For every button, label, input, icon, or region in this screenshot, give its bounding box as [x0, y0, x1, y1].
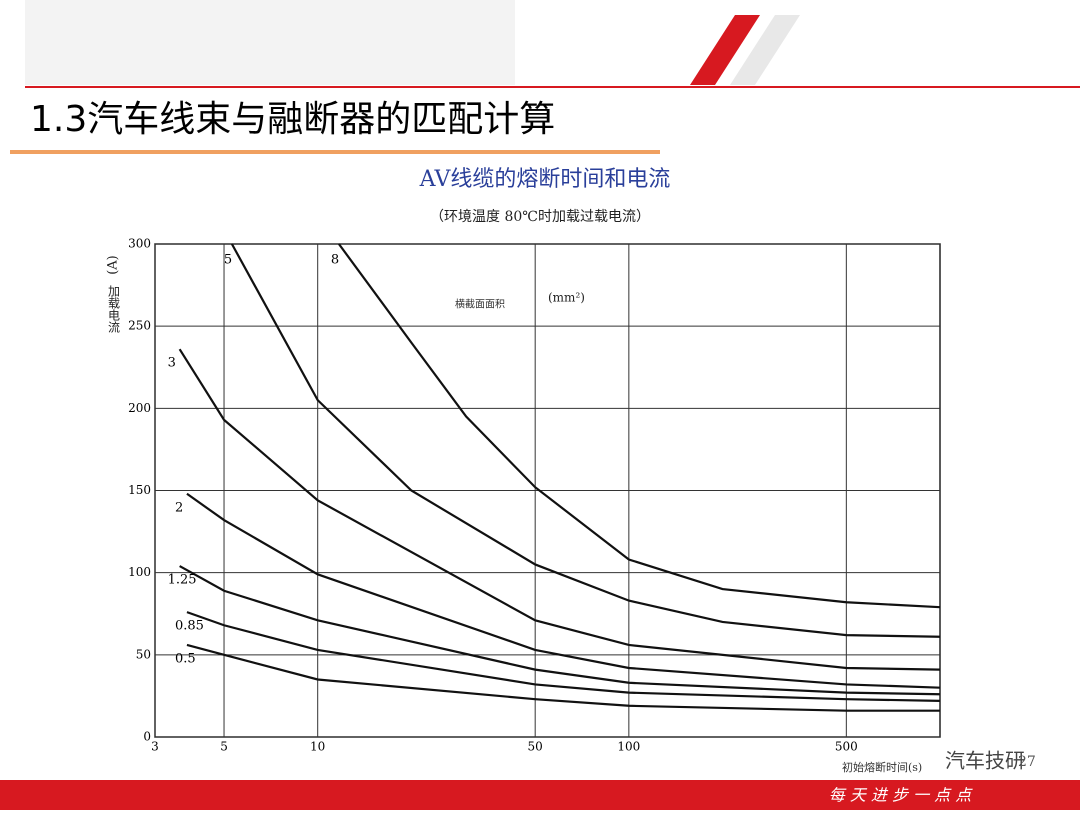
series-label: 3 [168, 356, 176, 371]
curve [338, 243, 941, 609]
series-label: 0.85 [175, 619, 204, 634]
curve [179, 565, 941, 696]
y-unit: (A) [106, 255, 121, 275]
chart-subtitle: （环境温度 80℃时加载过载电流） [430, 209, 650, 225]
x-tick-label: 5 [220, 740, 228, 754]
footer-bar [0, 780, 1080, 810]
annotation: 横截面面积 [455, 298, 505, 311]
curve [230, 243, 941, 638]
x-tick-label: 500 [835, 740, 858, 754]
x-tick-label: 10 [310, 740, 325, 754]
y-tick-label: 200 [128, 401, 151, 415]
x-tick-label: 100 [617, 740, 640, 754]
curve [186, 611, 941, 702]
y-tick-label: 300 [128, 237, 151, 251]
series-label: 1.25 [168, 573, 197, 588]
curve [186, 643, 940, 712]
y-tick-label: 0 [143, 730, 151, 744]
chart-title: AV线缆的熔断时间和电流 [419, 167, 671, 192]
annotation-unit: (mm²) [548, 291, 585, 305]
slide-title: 1.3汽车线束与融断器的匹配计算 [30, 99, 555, 140]
watermark: 汽车技研 [945, 749, 1025, 773]
footer-text: 每 天 进 步 一 点 点 [829, 786, 974, 805]
stripe [730, 15, 800, 85]
y-axis-label: 加载电流 [107, 285, 121, 333]
y-tick-label: 50 [136, 647, 151, 661]
curve [186, 492, 941, 689]
series-label: 0.5 [175, 651, 196, 666]
series-label: 5 [224, 253, 232, 268]
y-tick-label: 100 [128, 565, 151, 579]
x-tick-label: 3 [151, 740, 159, 754]
series-label: 8 [331, 253, 339, 268]
page-number: 27 [1018, 754, 1036, 770]
x-axis-label: 初始熔断时间(s) [842, 760, 922, 774]
stripe [690, 15, 760, 85]
header-band [25, 0, 515, 85]
curve [178, 348, 941, 671]
y-tick-label: 250 [128, 319, 151, 333]
series-label: 2 [175, 500, 183, 515]
y-tick-label: 150 [128, 483, 151, 497]
title-underline [10, 150, 660, 154]
x-tick-label: 50 [528, 740, 543, 754]
